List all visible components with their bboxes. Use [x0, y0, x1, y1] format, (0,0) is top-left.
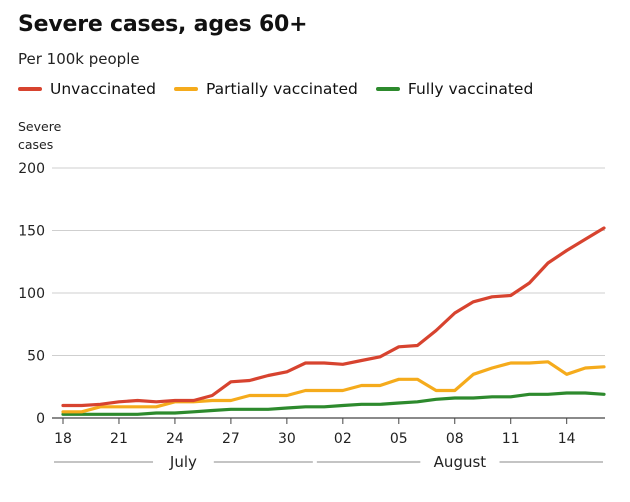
legend-swatch-unvaccinated: [18, 87, 42, 91]
y-tick-label: 0: [36, 411, 45, 427]
month-label: August: [434, 453, 487, 471]
series-line-fully-vaccinated: [61, 391, 606, 416]
legend-item-fully-vaccinated: Fully vaccinated: [375, 80, 534, 98]
x-tick-label: 14: [558, 431, 576, 447]
legend-item-partially-vaccinated: Partially vaccinated: [173, 80, 358, 98]
series-line-unvaccinated: [61, 226, 606, 408]
x-tick-label: 02: [334, 431, 352, 447]
legend-label-partially-vaccinated: Partially vaccinated: [205, 80, 358, 98]
x-tick-label: 11: [502, 431, 520, 447]
x-tick-label: 08: [446, 431, 464, 447]
y-axis-label-line-1: Severe: [18, 119, 62, 134]
y-tick-label: 50: [27, 349, 45, 365]
chart-title: Severe cases, ages 60+: [18, 12, 308, 37]
y-axis-label-line-2: cases: [18, 137, 54, 152]
x-tick-label: 24: [166, 431, 184, 447]
series-line-partially-vaccinated: [61, 360, 606, 414]
legend-label-fully-vaccinated: Fully vaccinated: [407, 80, 534, 98]
x-tick-label: 18: [54, 431, 72, 447]
x-tick-label: 21: [110, 431, 128, 447]
legend-label-unvaccinated: Unvaccinated: [50, 80, 156, 98]
y-tick-label: 100: [18, 286, 45, 302]
y-tick-label: 150: [18, 224, 45, 240]
y-axis-label: Severe cases: [18, 118, 98, 154]
x-tick-label: 27: [222, 431, 240, 447]
month-label: July: [169, 453, 197, 471]
legend-swatch-fully-vaccinated: [375, 87, 400, 91]
y-tick-label: 200: [18, 161, 45, 177]
chart-subtitle: Per 100k people: [18, 50, 140, 68]
legend: Unvaccinated Partially vaccinated Fully …: [18, 80, 533, 98]
legend-swatch-partially-vaccinated: [173, 87, 198, 91]
x-tick-label: 30: [278, 431, 296, 447]
x-tick-label: 05: [390, 431, 408, 447]
legend-item-unvaccinated: Unvaccinated: [18, 80, 156, 98]
